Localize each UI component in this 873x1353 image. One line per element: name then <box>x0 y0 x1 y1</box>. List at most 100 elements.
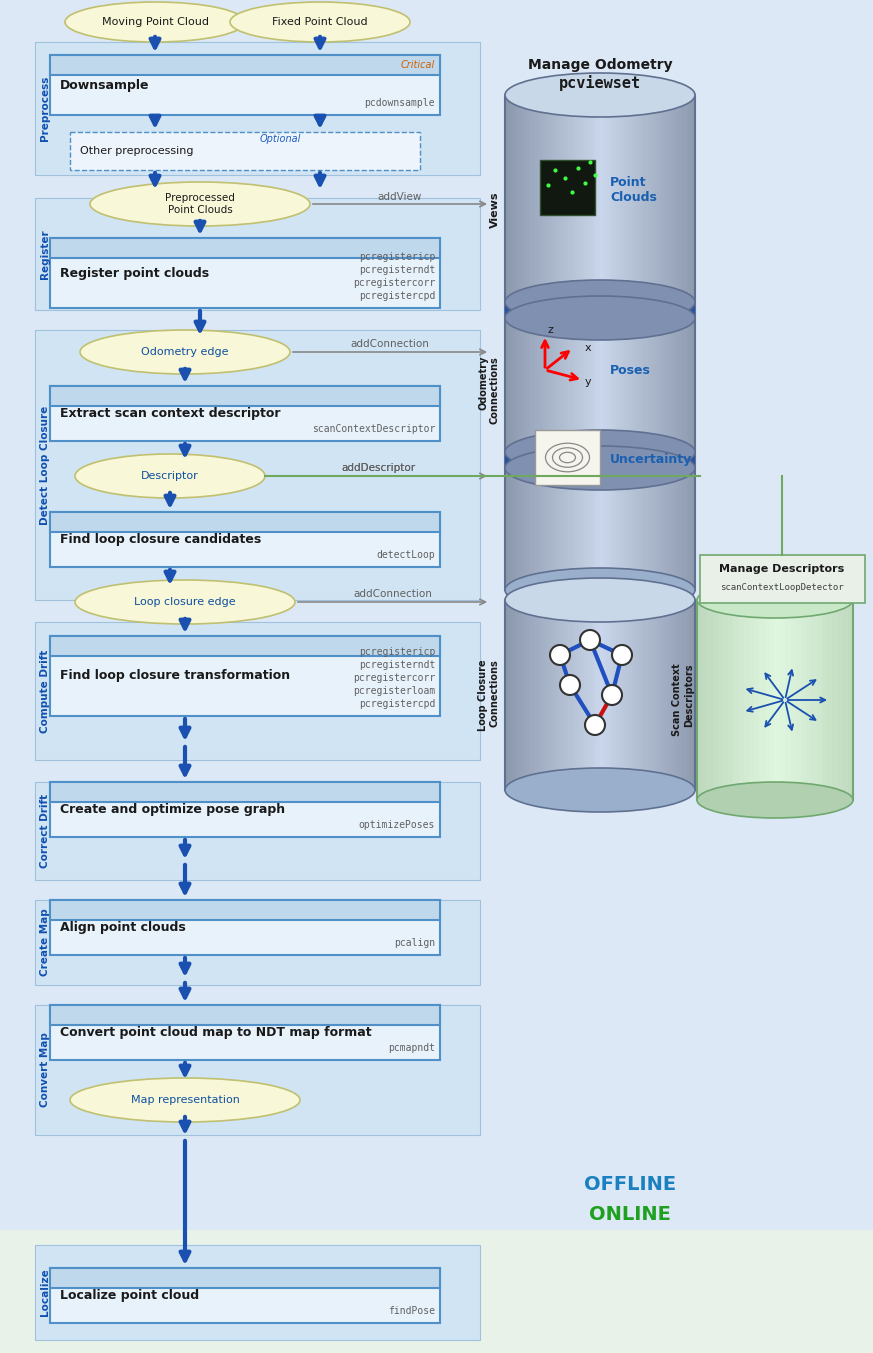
FancyBboxPatch shape <box>535 430 600 484</box>
FancyBboxPatch shape <box>50 511 440 532</box>
FancyBboxPatch shape <box>556 95 560 590</box>
FancyBboxPatch shape <box>50 386 440 441</box>
FancyBboxPatch shape <box>685 599 689 790</box>
FancyBboxPatch shape <box>603 599 607 790</box>
Text: pcviewset: pcviewset <box>559 74 641 91</box>
Text: Map representation: Map representation <box>131 1095 239 1105</box>
Ellipse shape <box>505 446 695 490</box>
FancyBboxPatch shape <box>594 95 597 590</box>
FancyBboxPatch shape <box>540 95 544 590</box>
FancyBboxPatch shape <box>514 95 519 590</box>
FancyBboxPatch shape <box>572 599 575 790</box>
Ellipse shape <box>80 330 290 373</box>
Text: Localize point cloud: Localize point cloud <box>60 1289 199 1302</box>
Text: Uncertainty: Uncertainty <box>610 453 692 467</box>
FancyBboxPatch shape <box>559 95 562 590</box>
Text: pcregistercorr: pcregistercorr <box>353 277 435 288</box>
FancyBboxPatch shape <box>650 95 655 590</box>
FancyBboxPatch shape <box>816 599 822 800</box>
Text: Loop Closure
Connections: Loop Closure Connections <box>478 659 500 731</box>
FancyBboxPatch shape <box>806 599 812 800</box>
FancyBboxPatch shape <box>754 599 760 800</box>
FancyBboxPatch shape <box>770 599 775 800</box>
FancyBboxPatch shape <box>584 599 588 790</box>
FancyBboxPatch shape <box>622 95 626 590</box>
FancyBboxPatch shape <box>648 599 651 790</box>
Circle shape <box>612 645 632 666</box>
Text: Manage Descriptors: Manage Descriptors <box>719 564 844 574</box>
FancyBboxPatch shape <box>565 95 569 590</box>
FancyBboxPatch shape <box>712 599 718 800</box>
FancyBboxPatch shape <box>638 95 642 590</box>
FancyBboxPatch shape <box>657 599 661 790</box>
FancyBboxPatch shape <box>594 599 597 790</box>
Text: Critical: Critical <box>401 60 435 70</box>
FancyBboxPatch shape <box>35 622 480 760</box>
FancyBboxPatch shape <box>50 55 440 115</box>
FancyBboxPatch shape <box>837 599 843 800</box>
FancyBboxPatch shape <box>590 95 595 590</box>
FancyBboxPatch shape <box>518 95 521 590</box>
FancyBboxPatch shape <box>537 95 540 590</box>
FancyBboxPatch shape <box>613 95 616 590</box>
FancyBboxPatch shape <box>644 95 648 590</box>
FancyBboxPatch shape <box>512 599 515 790</box>
Text: Create Map: Create Map <box>40 909 50 977</box>
FancyBboxPatch shape <box>775 599 780 800</box>
FancyBboxPatch shape <box>533 599 537 790</box>
FancyBboxPatch shape <box>689 599 692 790</box>
FancyBboxPatch shape <box>518 599 521 790</box>
Text: Fixed Point Cloud: Fixed Point Cloud <box>272 18 368 27</box>
FancyBboxPatch shape <box>50 238 440 308</box>
FancyBboxPatch shape <box>691 95 696 590</box>
FancyBboxPatch shape <box>760 599 765 800</box>
Ellipse shape <box>505 578 695 622</box>
FancyBboxPatch shape <box>581 95 585 590</box>
FancyBboxPatch shape <box>619 95 622 590</box>
FancyBboxPatch shape <box>821 599 828 800</box>
Circle shape <box>602 685 622 705</box>
FancyBboxPatch shape <box>666 95 670 590</box>
FancyBboxPatch shape <box>603 95 607 590</box>
FancyBboxPatch shape <box>568 599 572 790</box>
FancyBboxPatch shape <box>50 511 440 567</box>
Text: detectLoop: detectLoop <box>376 551 435 560</box>
FancyBboxPatch shape <box>641 95 645 590</box>
FancyBboxPatch shape <box>543 599 546 790</box>
FancyBboxPatch shape <box>739 599 745 800</box>
FancyBboxPatch shape <box>622 599 626 790</box>
FancyBboxPatch shape <box>670 95 673 590</box>
FancyBboxPatch shape <box>832 599 838 800</box>
Text: pcalign: pcalign <box>394 938 435 948</box>
FancyBboxPatch shape <box>811 599 817 800</box>
FancyBboxPatch shape <box>578 95 581 590</box>
FancyBboxPatch shape <box>527 95 531 590</box>
Ellipse shape <box>505 568 695 612</box>
FancyBboxPatch shape <box>578 599 581 790</box>
FancyBboxPatch shape <box>728 599 734 800</box>
FancyBboxPatch shape <box>562 95 566 590</box>
FancyBboxPatch shape <box>50 55 440 74</box>
FancyBboxPatch shape <box>644 599 648 790</box>
Ellipse shape <box>90 183 310 226</box>
Text: pcregisterndt: pcregisterndt <box>359 660 435 670</box>
Text: pcregistercpd: pcregistercpd <box>359 291 435 300</box>
FancyBboxPatch shape <box>660 599 663 790</box>
FancyBboxPatch shape <box>50 636 440 716</box>
FancyBboxPatch shape <box>689 95 692 590</box>
FancyBboxPatch shape <box>632 95 636 590</box>
Text: Localize: Localize <box>40 1269 50 1316</box>
Circle shape <box>560 675 580 695</box>
Text: Align point clouds: Align point clouds <box>60 921 186 934</box>
FancyBboxPatch shape <box>625 95 629 590</box>
FancyBboxPatch shape <box>568 95 572 590</box>
FancyBboxPatch shape <box>780 599 786 800</box>
FancyBboxPatch shape <box>50 1005 440 1026</box>
Ellipse shape <box>230 1 410 42</box>
FancyBboxPatch shape <box>35 1005 480 1135</box>
Ellipse shape <box>505 296 695 340</box>
Ellipse shape <box>505 430 695 474</box>
FancyBboxPatch shape <box>663 599 667 790</box>
FancyBboxPatch shape <box>584 95 588 590</box>
Text: x: x <box>585 344 592 353</box>
